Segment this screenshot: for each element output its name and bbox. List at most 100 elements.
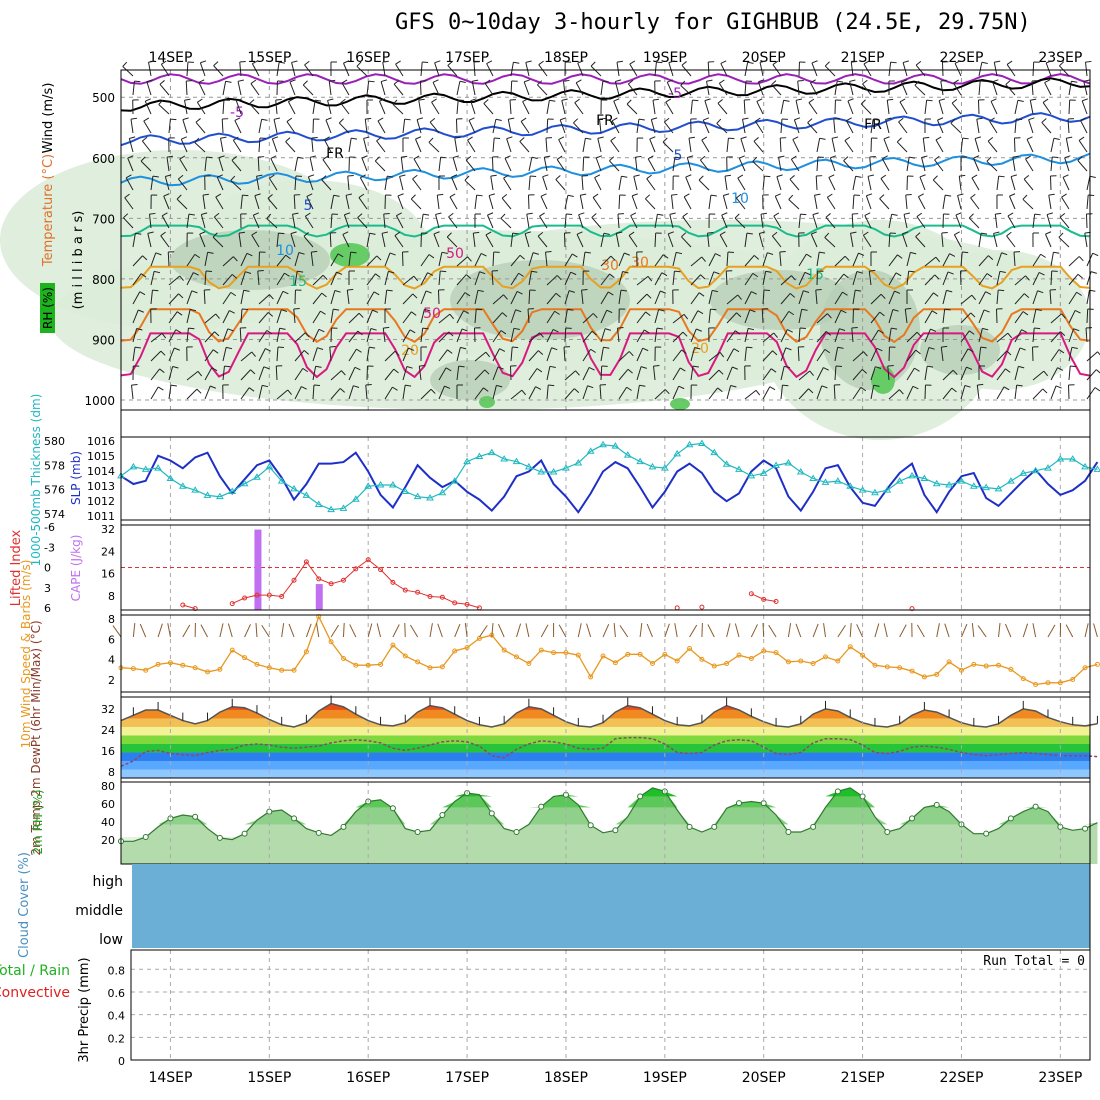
wind-barb xyxy=(779,137,782,153)
wind-barb-flag xyxy=(212,232,218,238)
wind-barb-flag xyxy=(938,98,945,102)
wind-barb-flag xyxy=(370,328,377,331)
wind-barb-flag xyxy=(406,366,413,369)
wind-barb xyxy=(978,81,981,96)
wind-barb xyxy=(718,83,728,96)
wind-barb xyxy=(384,350,396,362)
wind-barb-flag xyxy=(282,290,289,295)
wind-barb xyxy=(681,236,692,248)
wind-barb-flag xyxy=(135,232,142,235)
wind-barb xyxy=(516,623,522,638)
wind-barb-flag xyxy=(497,366,504,370)
wind-barb-flag xyxy=(935,136,942,141)
wind-barb xyxy=(690,100,693,115)
wind-barb-flag xyxy=(246,252,253,257)
wind-barb xyxy=(668,62,674,77)
wind-barb xyxy=(330,271,337,286)
wind-barb xyxy=(456,347,461,362)
panel-frame xyxy=(130,949,1091,1061)
wind-barb-flag xyxy=(730,384,737,388)
wind-barb-flag xyxy=(161,333,167,339)
wind-barb xyxy=(916,216,926,229)
wind-barb xyxy=(1010,176,1016,191)
isotherm-line xyxy=(120,152,1091,187)
wind-barb-flag xyxy=(831,136,839,139)
wind-barb xyxy=(780,366,785,381)
wind-barb xyxy=(998,623,1001,638)
wind-barb xyxy=(688,138,692,153)
wind-barb xyxy=(654,214,658,229)
wind-barb-flag xyxy=(1077,273,1083,279)
wind-barb xyxy=(1065,138,1070,153)
wind-barb xyxy=(474,309,477,324)
wind-barb-flag xyxy=(737,174,744,179)
wind-barb-flag xyxy=(320,310,326,315)
wind-barb xyxy=(1032,272,1040,286)
wind-barb-flag xyxy=(157,386,164,391)
wind-barb-flag xyxy=(125,174,132,179)
series-marker xyxy=(772,461,780,469)
wind-speed-marker xyxy=(279,667,285,673)
wind-barb-flag xyxy=(329,346,336,348)
wind-barb-flag xyxy=(293,308,300,310)
wind-barb-flag xyxy=(899,98,906,103)
panel-frame xyxy=(120,614,1091,693)
wind-barb xyxy=(646,623,653,638)
wind-barb-flag xyxy=(808,388,814,394)
wind-barb xyxy=(523,81,530,96)
wind-barb xyxy=(504,158,512,172)
wind-barb xyxy=(410,198,422,210)
wind-barb-flag xyxy=(425,290,432,294)
wind-barb-flag xyxy=(970,193,976,199)
wind-barb xyxy=(613,623,616,638)
wind-barb xyxy=(540,624,549,638)
wind-barb xyxy=(924,366,928,381)
wind-barb xyxy=(456,100,459,115)
wind-barb xyxy=(669,214,674,229)
wind-barb xyxy=(276,328,281,343)
wind-barb-flag xyxy=(734,330,741,335)
wind-barb-flag xyxy=(760,212,768,215)
series-marker xyxy=(623,451,632,458)
wind-barb-flag xyxy=(131,383,138,386)
wind-barb-flag xyxy=(1018,365,1025,369)
wind-barb-flag xyxy=(412,174,418,180)
wind-barb xyxy=(312,292,323,305)
wind-barb xyxy=(361,157,368,172)
wind-barb xyxy=(125,177,134,191)
wind-barb xyxy=(639,623,643,638)
wind-barb xyxy=(492,119,497,134)
wind-barb-flag xyxy=(372,309,379,313)
wind-barb-flag xyxy=(787,329,793,333)
rh-marker xyxy=(933,801,940,808)
wind-barb-flag xyxy=(759,60,767,63)
wind-barb-flag xyxy=(585,137,592,140)
wind-barb-flag xyxy=(524,231,531,235)
wind-barb xyxy=(132,328,138,343)
wind-barb xyxy=(382,328,386,343)
wind-barb xyxy=(330,213,333,229)
wind-barb xyxy=(849,622,852,638)
wind-barb-flag xyxy=(653,364,660,367)
rh-marker xyxy=(735,800,742,807)
rh-area-wet xyxy=(670,398,690,410)
wind-barb xyxy=(452,157,458,172)
wind-barb-flag xyxy=(520,117,527,122)
wind-barb-flag xyxy=(409,329,416,334)
wind-barb xyxy=(276,62,280,77)
wind-barb xyxy=(428,141,440,153)
wind-barb xyxy=(418,366,422,381)
wind-barb-flag xyxy=(698,292,705,297)
wind-barb xyxy=(329,232,332,248)
wind-barb xyxy=(365,385,368,400)
wind-barb xyxy=(545,138,548,153)
wind-barb xyxy=(971,623,975,638)
wind-barb xyxy=(850,62,854,77)
lifted-index-line xyxy=(231,559,480,609)
wind-barb xyxy=(230,180,242,191)
wind-barb-flag xyxy=(376,255,382,261)
series-marker xyxy=(747,471,756,479)
wind-barb xyxy=(294,252,300,267)
series-marker xyxy=(389,481,397,488)
